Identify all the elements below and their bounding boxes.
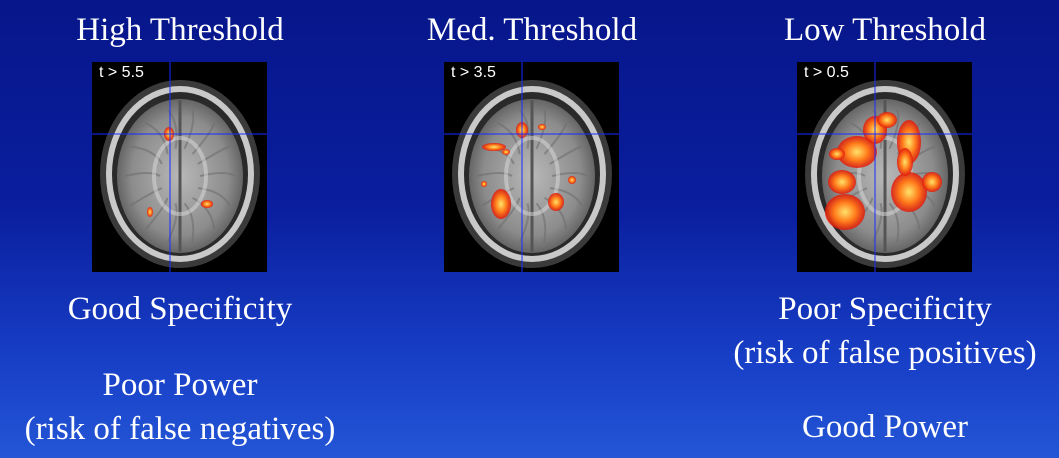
activation-blob	[922, 172, 942, 192]
caption-risk-high: (risk of false negatives)	[24, 411, 336, 447]
brain-slice-svg	[797, 62, 972, 272]
caption-risk-low: (risk of false positives)	[733, 335, 1037, 371]
caption-specificity-low: Poor Specificity	[778, 291, 992, 327]
panel-title-high: High Threshold	[76, 12, 284, 48]
activation-blob	[481, 181, 487, 187]
brain-slice-svg	[92, 62, 267, 272]
threshold-label: t > 3.5	[451, 64, 496, 81]
threshold-label: t > 5.5	[99, 64, 144, 81]
brain-slice-high-threshold: t > 5.5	[92, 62, 267, 272]
activation-blob	[877, 112, 897, 128]
activation-blob	[891, 172, 927, 212]
activation-blob	[482, 143, 506, 151]
brain-slice-med-threshold: t > 3.5	[444, 62, 619, 272]
threshold-label: t > 0.5	[804, 64, 849, 81]
activation-blob	[491, 189, 511, 219]
panel-title-med: Med. Threshold	[426, 12, 638, 48]
brain-slice-low-threshold: t > 0.5	[797, 62, 972, 272]
activation-blob	[829, 148, 845, 160]
activation-blob	[502, 149, 510, 155]
activation-blob	[568, 176, 576, 184]
brain-slice-svg	[444, 62, 619, 272]
caption-power-high: Poor Power	[102, 367, 258, 403]
activation-blob	[837, 136, 877, 168]
activation-blob	[201, 200, 213, 208]
activation-blob	[538, 124, 546, 130]
activation-blob	[828, 170, 856, 194]
activation-blob	[147, 207, 153, 217]
caption-power-low: Good Power	[802, 409, 968, 445]
panel-title-low: Low Threshold	[784, 12, 986, 48]
activation-blob	[825, 194, 865, 230]
caption-specificity-high: Good Specificity	[67, 291, 293, 327]
activation-blob	[548, 193, 564, 211]
activation-blob	[897, 148, 913, 176]
